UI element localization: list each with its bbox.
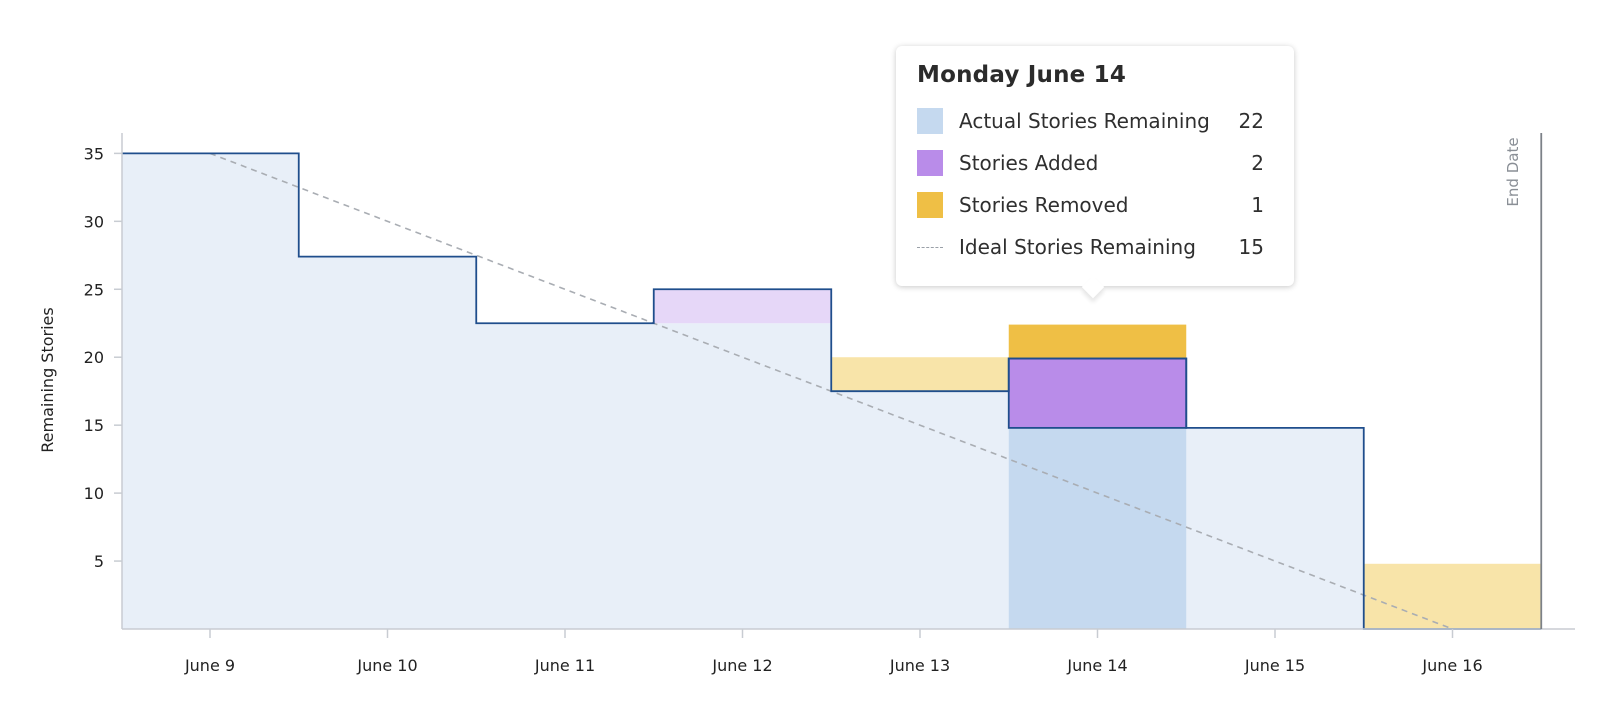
y-tick-label: 5: [94, 552, 104, 571]
stories-removed-bar: [1363, 563, 1542, 629]
y-tick-label: 30: [84, 212, 104, 231]
end-date-label: End Date: [1504, 137, 1522, 206]
actual-line-layer: [122, 152, 1542, 630]
dashed-line-icon: [917, 246, 943, 248]
tooltip-row-actual: Actual Stories Remaining 22: [917, 100, 1264, 142]
tooltip-row-removed: Stories Removed 1: [917, 184, 1264, 226]
y-tick-label: 25: [84, 280, 104, 299]
axes-layer: 5 10 15 20 25 30 35 June 9 June 10 June 11 June 12…: [84, 133, 1575, 675]
stories-added-bar: [653, 289, 832, 324]
x-tick-label: June 9: [184, 656, 235, 675]
x-tick-label: June 12: [711, 656, 772, 675]
tooltip-row-ideal: Ideal Stories Remaining 15: [917, 226, 1264, 268]
x-tick-label: June 16: [1421, 656, 1482, 675]
y-tick-label: 20: [84, 348, 104, 367]
tooltip-value: 1: [1251, 193, 1264, 217]
tooltip-label: Ideal Stories Remaining: [959, 235, 1196, 259]
tooltip-value: 22: [1238, 109, 1264, 133]
actual-step-line: [122, 152, 1542, 630]
tooltip-title: Monday June 14: [917, 62, 1127, 88]
stories-removed-bar: [831, 357, 1009, 392]
tooltip-value: 15: [1238, 235, 1264, 259]
added-swatch-icon: [917, 150, 943, 176]
y-axis-title: Remaining Stories: [38, 307, 57, 452]
stories-removed-bar: [1008, 324, 1187, 359]
y-tick-label: 10: [84, 484, 104, 503]
y-tick-label: 35: [84, 144, 104, 163]
y-tick-label: 15: [84, 416, 104, 435]
stories-added-bar: [1008, 358, 1187, 428]
removed-swatch-icon: [917, 192, 943, 218]
actual-swatch-icon: [917, 108, 943, 134]
x-tick-label: June 11: [534, 656, 595, 675]
x-tick-label: June 13: [889, 656, 950, 675]
actual-bar-highlight: [1008, 427, 1187, 629]
x-tick-label: June 15: [1244, 656, 1305, 675]
highlight-outline: [1007, 357, 1188, 429]
x-tick-label: June 14: [1066, 656, 1127, 675]
tooltip-label: Stories Removed: [959, 193, 1129, 217]
tooltip-value: 2: [1251, 151, 1264, 175]
tooltip-label: Actual Stories Remaining: [959, 109, 1210, 133]
tooltip-row-added: Stories Added 2: [917, 142, 1264, 184]
tooltip-label: Stories Added: [959, 151, 1099, 175]
tooltip: Monday June 14 Actual Stories Remaining …: [896, 46, 1294, 286]
x-tick-label: June 10: [356, 656, 417, 675]
